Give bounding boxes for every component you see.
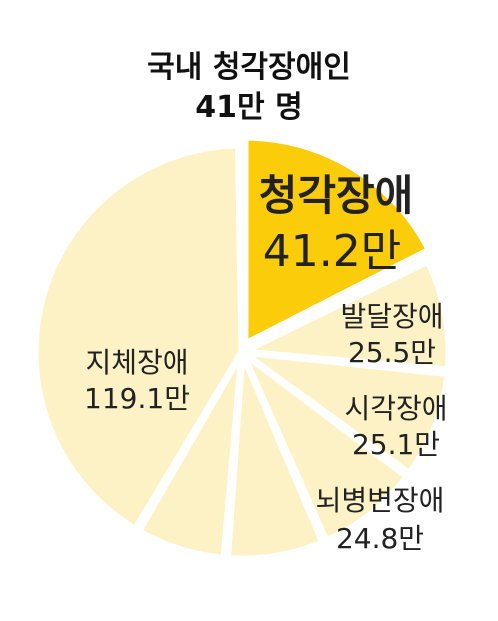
label-visual-value: 25.1만 — [352, 428, 440, 461]
label-brain-name: 뇌병변장애 — [316, 484, 445, 517]
label-visual-name: 시각장애 — [344, 392, 447, 425]
slice-hearing — [241, 133, 435, 350]
label-developmental-name: 발달장애 — [340, 300, 443, 333]
label-hearing-name: 청각장애 — [259, 171, 414, 220]
slice-brain — [233, 341, 413, 546]
pie-labels: 청각장애 41.2만 발달장애 25.5만 시각장애 25.1만 뇌병변장애 2… — [84, 171, 447, 555]
label-brain-value: 24.8만 — [336, 522, 424, 555]
chart-title-line1: 국내 청각장애인 — [147, 50, 351, 85]
chart-title-line2: 41만 명 — [195, 90, 303, 125]
pie-slices — [31, 133, 453, 563]
slice-developmental — [229, 256, 453, 374]
slice-unlabeled-2 — [133, 350, 246, 563]
slice-physical — [31, 141, 246, 535]
slice-visual — [229, 347, 452, 479]
slice-unlabeled-1 — [223, 350, 328, 563]
label-developmental-value: 25.5만 — [348, 336, 436, 369]
label-physical-name: 지체장애 — [85, 346, 188, 379]
label-hearing-value: 41.2만 — [263, 226, 401, 277]
label-physical-value: 119.1만 — [84, 382, 190, 415]
